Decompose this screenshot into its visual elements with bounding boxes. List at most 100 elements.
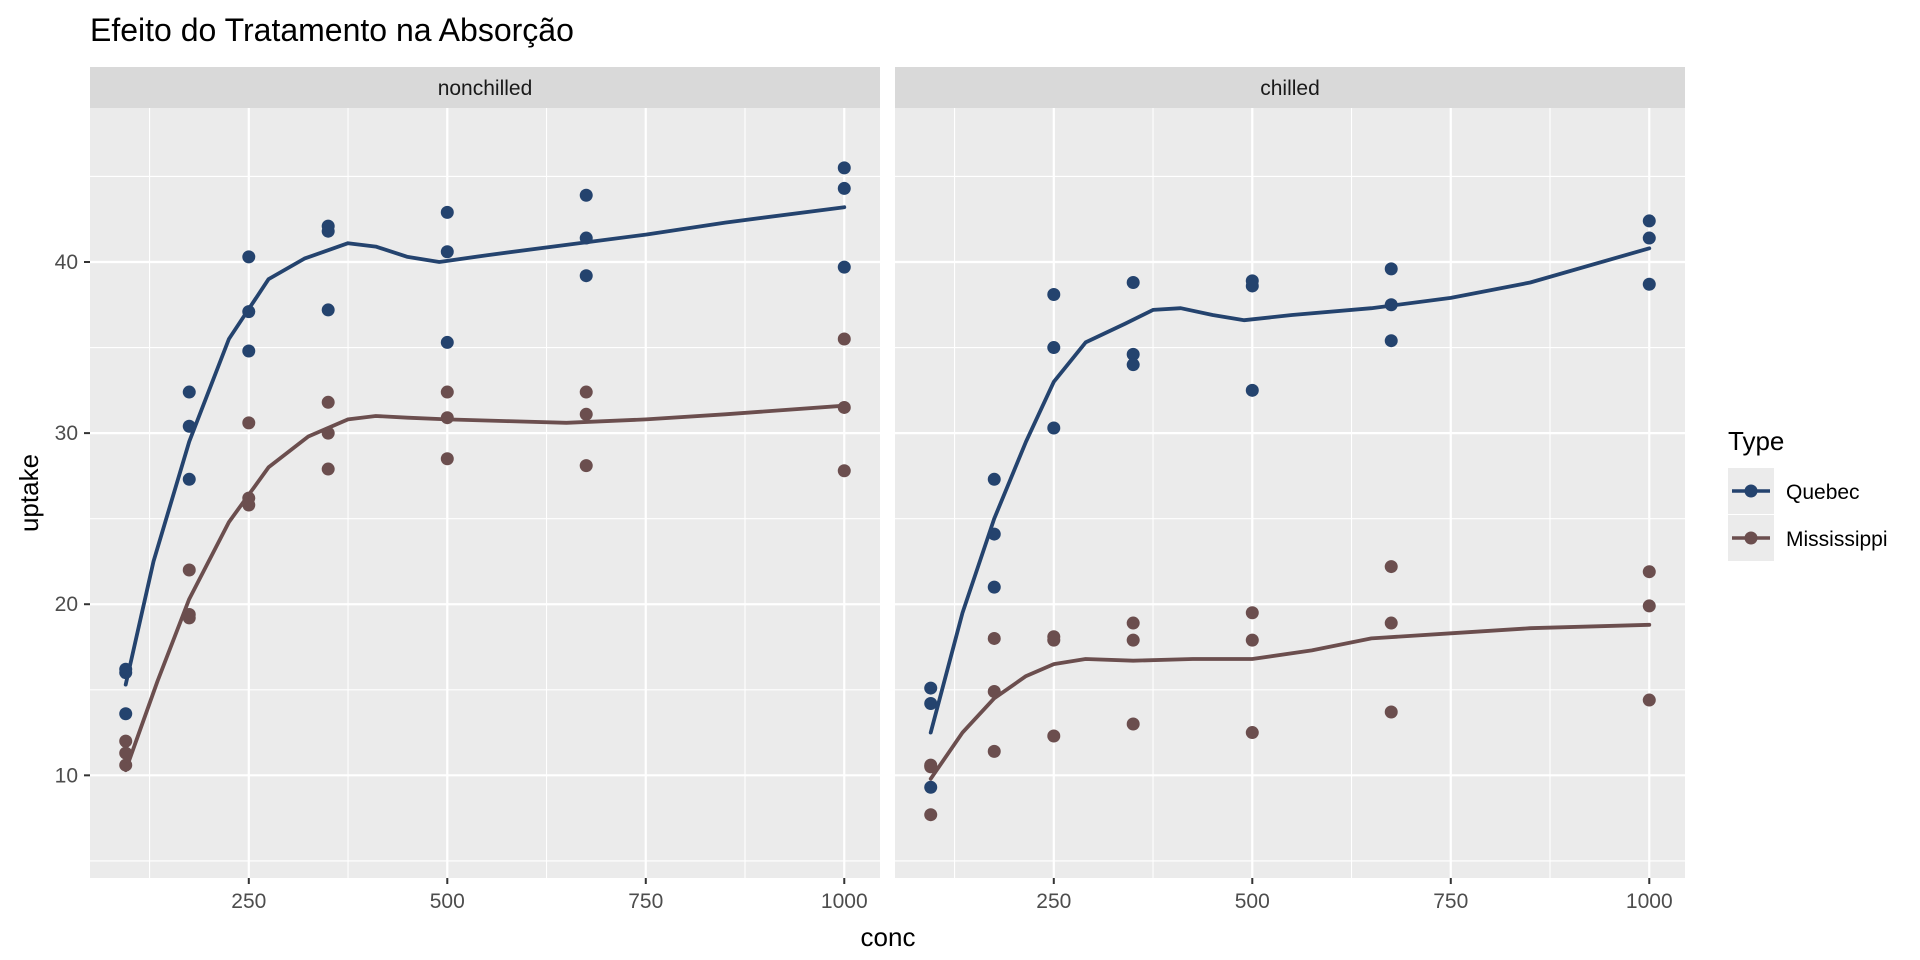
x-axis-title: conc bbox=[861, 922, 916, 952]
point-chilled-quebec bbox=[987, 580, 1001, 594]
x-tick-label: 500 bbox=[1235, 890, 1270, 913]
point-nonchilled-quebec bbox=[440, 245, 454, 259]
panel-background-chilled bbox=[895, 108, 1685, 878]
point-chilled-mississippi bbox=[1384, 616, 1398, 630]
point-nonchilled-quebec bbox=[837, 260, 851, 274]
point-chilled-mississippi bbox=[1126, 633, 1140, 647]
point-nonchilled-mississippi bbox=[579, 459, 593, 473]
point-chilled-mississippi bbox=[1047, 729, 1061, 743]
point-nonchilled-quebec bbox=[579, 188, 593, 202]
x-tick-label: 500 bbox=[430, 890, 465, 913]
point-nonchilled-quebec bbox=[182, 385, 196, 399]
point-chilled-mississippi bbox=[924, 760, 938, 774]
point-chilled-quebec bbox=[1642, 214, 1656, 228]
strip-nonchilled bbox=[90, 67, 880, 108]
strip-label-chilled: chilled bbox=[1260, 77, 1320, 100]
point-chilled-mississippi bbox=[1245, 606, 1259, 620]
marks-nonchilled bbox=[119, 161, 851, 773]
point-nonchilled-quebec bbox=[242, 344, 256, 358]
point-nonchilled-mississippi bbox=[321, 462, 335, 476]
point-nonchilled-quebec bbox=[119, 707, 133, 721]
y-tick-label: 30 bbox=[55, 422, 78, 445]
point-nonchilled-mississippi bbox=[119, 734, 133, 748]
legend-title: Type bbox=[1728, 426, 1784, 456]
point-chilled-quebec bbox=[1245, 383, 1259, 397]
point-chilled-mississippi bbox=[987, 631, 1001, 645]
strip-chilled bbox=[895, 67, 1685, 108]
panel-nonchilled: nonchilled 250 500 750 1000 bbox=[90, 67, 880, 913]
x-ticks-nonchilled: 250 500 750 1000 bbox=[231, 878, 868, 913]
panel-background-nonchilled bbox=[90, 108, 880, 878]
point-chilled-mississippi bbox=[1245, 726, 1259, 740]
x-tick-label: 1000 bbox=[1626, 890, 1673, 913]
strip-label-nonchilled: nonchilled bbox=[438, 77, 533, 100]
y-axis-ticks: 10 20 30 40 bbox=[55, 251, 90, 787]
smooth-line-chilled-quebec bbox=[928, 246, 1652, 735]
point-chilled-mississippi bbox=[1642, 599, 1656, 613]
point-chilled-mississippi bbox=[1642, 565, 1656, 579]
y-axis-title: uptake bbox=[14, 454, 44, 532]
point-chilled-quebec bbox=[924, 681, 938, 695]
point-chilled-quebec bbox=[1384, 334, 1398, 348]
point-chilled-quebec bbox=[1642, 277, 1656, 291]
x-tick-label: 750 bbox=[1433, 890, 1468, 913]
point-chilled-mississippi bbox=[1047, 630, 1061, 644]
point-nonchilled-quebec bbox=[321, 303, 335, 317]
point-nonchilled-quebec bbox=[440, 335, 454, 349]
point-nonchilled-quebec bbox=[182, 472, 196, 486]
smooth-line-nonchilled-mississippi bbox=[123, 403, 847, 773]
legend-key-point-mississippi bbox=[1744, 531, 1758, 545]
point-chilled-quebec bbox=[924, 696, 938, 710]
smooth-line-chilled-mississippi bbox=[928, 622, 1652, 781]
x-tick-label: 1000 bbox=[821, 890, 868, 913]
point-chilled-quebec bbox=[1642, 231, 1656, 245]
point-chilled-mississippi bbox=[1126, 717, 1140, 731]
point-chilled-quebec bbox=[1047, 341, 1061, 355]
point-nonchilled-mississippi bbox=[837, 332, 851, 346]
point-nonchilled-mississippi bbox=[837, 464, 851, 478]
marks-chilled bbox=[924, 214, 1656, 822]
point-chilled-quebec bbox=[1047, 421, 1061, 435]
legend-label-mississippi: Mississippi bbox=[1786, 528, 1888, 551]
point-chilled-quebec bbox=[1126, 276, 1140, 290]
point-nonchilled-quebec bbox=[837, 161, 851, 175]
point-nonchilled-quebec bbox=[837, 181, 851, 195]
chart-title: Efeito do Tratamento na Absorção bbox=[90, 12, 574, 48]
point-nonchilled-mississippi bbox=[321, 395, 335, 409]
point-chilled-quebec bbox=[1245, 279, 1259, 293]
point-chilled-mississippi bbox=[1126, 616, 1140, 630]
x-tick-label: 250 bbox=[1036, 890, 1071, 913]
x-ticks-chilled: 250 500 750 1000 bbox=[1036, 878, 1673, 913]
point-chilled-mississippi bbox=[987, 744, 1001, 758]
point-nonchilled-mississippi bbox=[440, 452, 454, 466]
point-nonchilled-mississippi bbox=[579, 385, 593, 399]
panel-chilled: chilled 250 500 750 1000 bbox=[895, 67, 1685, 913]
legend: Type Quebec Mississippi bbox=[1728, 426, 1888, 561]
point-chilled-quebec bbox=[987, 472, 1001, 486]
y-tick-label: 20 bbox=[55, 593, 78, 616]
point-nonchilled-mississippi bbox=[242, 416, 256, 430]
point-chilled-quebec bbox=[1047, 288, 1061, 302]
point-nonchilled-mississippi bbox=[579, 407, 593, 421]
point-chilled-mississippi bbox=[1642, 693, 1656, 707]
point-nonchilled-mississippi bbox=[440, 385, 454, 399]
point-nonchilled-quebec bbox=[579, 269, 593, 283]
point-nonchilled-quebec bbox=[242, 250, 256, 264]
point-nonchilled-quebec bbox=[321, 219, 335, 233]
y-tick-label: 40 bbox=[55, 251, 78, 274]
point-chilled-quebec bbox=[1384, 262, 1398, 276]
gridlines-chilled bbox=[895, 108, 1685, 878]
legend-key-point-quebec bbox=[1744, 484, 1758, 498]
x-tick-label: 250 bbox=[231, 890, 266, 913]
point-nonchilled-quebec bbox=[440, 205, 454, 219]
point-nonchilled-mississippi bbox=[182, 563, 196, 577]
point-chilled-mississippi bbox=[924, 808, 938, 822]
smooth-line-nonchilled-quebec bbox=[123, 205, 847, 687]
point-chilled-quebec bbox=[1126, 347, 1140, 361]
point-chilled-mississippi bbox=[1384, 705, 1398, 719]
point-chilled-quebec bbox=[1126, 358, 1140, 372]
point-chilled-mississippi bbox=[1384, 560, 1398, 574]
y-tick-label: 10 bbox=[55, 764, 78, 787]
x-tick-label: 750 bbox=[628, 890, 663, 913]
